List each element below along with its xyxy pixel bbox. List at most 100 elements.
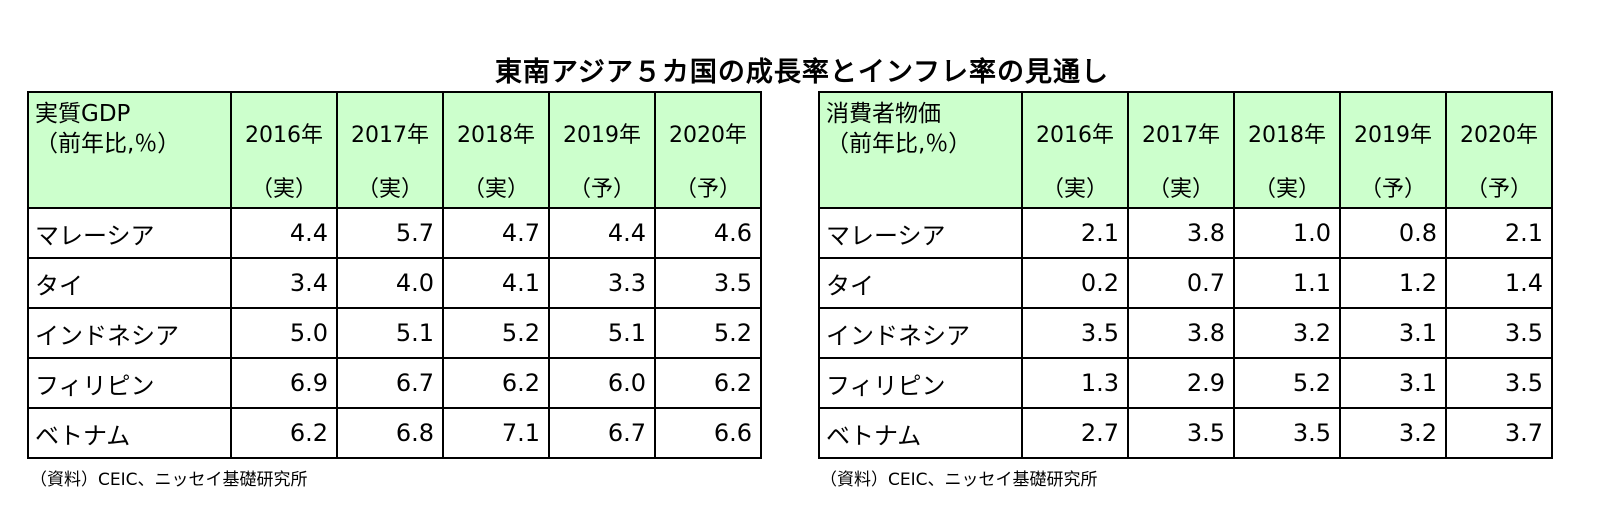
gdp-table-container: 実質GDP （前年比,％） 2016年 （実） 2017年 （実） 2018年 …	[27, 91, 762, 459]
status-label: （予）	[568, 177, 635, 202]
value-cell: 3.5	[654, 257, 762, 309]
value-cell: 4.0	[336, 257, 444, 309]
cpi-table: 消費者物価 （前年比,％） 2016年 （実） 2017年 （実） 2018年 …	[818, 91, 1553, 459]
value-cell: 6.6	[654, 407, 762, 459]
value-cell: 6.7	[548, 407, 656, 459]
year-label: 2017年	[1142, 123, 1220, 148]
gdp-year-header: 2016年 （実）	[230, 91, 338, 209]
value-cell: 5.2	[442, 307, 550, 359]
table-row: タイ 0.2 0.7 1.1 1.2 1.4	[818, 257, 1553, 309]
value-cell: 5.0	[230, 307, 338, 359]
cpi-header-label: 消費者物価 （前年比,％）	[818, 91, 1023, 209]
gdp-year-header: 2017年 （実）	[336, 91, 444, 209]
year-label: 2018年	[1248, 123, 1326, 148]
value-cell: 5.2	[1233, 357, 1341, 409]
value-cell: 1.1	[1233, 257, 1341, 309]
gdp-header-line1: 実質GDP	[35, 101, 131, 127]
status-label: （予）	[1465, 177, 1532, 202]
value-cell: 3.2	[1339, 407, 1447, 459]
table-row: ベトナム 6.2 6.8 7.1 6.7 6.6	[27, 407, 762, 459]
value-cell: 6.9	[230, 357, 338, 409]
value-cell: 3.4	[230, 257, 338, 309]
table-row: フィリピン 6.9 6.7 6.2 6.0 6.2	[27, 357, 762, 409]
country-cell: マレーシア	[27, 207, 232, 259]
table-row: インドネシア 5.0 5.1 5.2 5.1 5.2	[27, 307, 762, 359]
status-label: （予）	[674, 177, 741, 202]
status-label: （予）	[1359, 177, 1426, 202]
country-cell: インドネシア	[818, 307, 1023, 359]
value-cell: 3.5	[1445, 357, 1553, 409]
value-cell: 2.7	[1021, 407, 1129, 459]
year-label: 2017年	[351, 123, 429, 148]
country-cell: ベトナム	[27, 407, 232, 459]
country-cell: ベトナム	[818, 407, 1023, 459]
value-cell: 4.1	[442, 257, 550, 309]
cpi-year-header: 2017年 （実）	[1127, 91, 1235, 209]
gdp-source-note: （資料）CEIC、ニッセイ基礎研究所	[30, 470, 308, 490]
table-row: ベトナム 2.7 3.5 3.5 3.2 3.7	[818, 407, 1553, 459]
value-cell: 5.1	[336, 307, 444, 359]
value-cell: 5.7	[336, 207, 444, 259]
value-cell: 0.2	[1021, 257, 1129, 309]
value-cell: 6.7	[336, 357, 444, 409]
status-label: （実）	[356, 177, 423, 202]
value-cell: 3.8	[1127, 207, 1235, 259]
value-cell: 6.8	[336, 407, 444, 459]
value-cell: 2.1	[1445, 207, 1553, 259]
status-label: （実）	[1253, 177, 1320, 202]
cpi-year-header: 2018年 （実）	[1233, 91, 1341, 209]
value-cell: 0.7	[1127, 257, 1235, 309]
country-cell: タイ	[27, 257, 232, 309]
gdp-year-header: 2019年 （予）	[548, 91, 656, 209]
year-label: 2018年	[457, 123, 535, 148]
value-cell: 3.5	[1445, 307, 1553, 359]
country-cell: フィリピン	[818, 357, 1023, 409]
value-cell: 5.2	[654, 307, 762, 359]
cpi-source-note: （資料）CEIC、ニッセイ基礎研究所	[820, 470, 1098, 490]
cpi-table-container: 消費者物価 （前年比,％） 2016年 （実） 2017年 （実） 2018年 …	[818, 91, 1553, 459]
status-label: （実）	[250, 177, 317, 202]
table-row: マレーシア 2.1 3.8 1.0 0.8 2.1	[818, 207, 1553, 259]
value-cell: 3.1	[1339, 307, 1447, 359]
gdp-header-line2: （前年比,％）	[35, 131, 181, 157]
table-row: タイ 3.4 4.0 4.1 3.3 3.5	[27, 257, 762, 309]
value-cell: 2.9	[1127, 357, 1235, 409]
country-cell: マレーシア	[818, 207, 1023, 259]
value-cell: 3.8	[1127, 307, 1235, 359]
status-label: （実）	[1041, 177, 1108, 202]
value-cell: 4.4	[230, 207, 338, 259]
year-label: 2020年	[1460, 123, 1538, 148]
year-label: 2016年	[245, 123, 323, 148]
value-cell: 1.4	[1445, 257, 1553, 309]
cpi-header-line1: 消費者物価	[826, 101, 941, 127]
cpi-header-row: 消費者物価 （前年比,％） 2016年 （実） 2017年 （実） 2018年 …	[818, 91, 1553, 209]
table-row: フィリピン 1.3 2.9 5.2 3.1 3.5	[818, 357, 1553, 409]
value-cell: 7.1	[442, 407, 550, 459]
cpi-header-line2: （前年比,％）	[826, 131, 972, 157]
gdp-year-header: 2018年 （実）	[442, 91, 550, 209]
value-cell: 3.3	[548, 257, 656, 309]
table-row: インドネシア 3.5 3.8 3.2 3.1 3.5	[818, 307, 1553, 359]
value-cell: 1.0	[1233, 207, 1341, 259]
value-cell: 6.2	[654, 357, 762, 409]
table-row: マレーシア 4.4 5.7 4.7 4.4 4.6	[27, 207, 762, 259]
cpi-year-header: 2019年 （予）	[1339, 91, 1447, 209]
cpi-year-header: 2020年 （予）	[1445, 91, 1553, 209]
value-cell: 6.2	[442, 357, 550, 409]
year-label: 2020年	[669, 123, 747, 148]
page-title: 東南アジア５カ国の成長率とインフレ率の見通し	[494, 57, 1110, 88]
value-cell: 1.2	[1339, 257, 1447, 309]
gdp-header-row: 実質GDP （前年比,％） 2016年 （実） 2017年 （実） 2018年 …	[27, 91, 762, 209]
status-label: （実）	[462, 177, 529, 202]
cpi-year-header: 2016年 （実）	[1021, 91, 1129, 209]
gdp-year-header: 2020年 （予）	[654, 91, 762, 209]
value-cell: 3.2	[1233, 307, 1341, 359]
value-cell: 4.7	[442, 207, 550, 259]
value-cell: 5.1	[548, 307, 656, 359]
value-cell: 0.8	[1339, 207, 1447, 259]
gdp-table: 実質GDP （前年比,％） 2016年 （実） 2017年 （実） 2018年 …	[27, 91, 762, 459]
country-cell: フィリピン	[27, 357, 232, 409]
year-label: 2019年	[563, 123, 641, 148]
gdp-header-label: 実質GDP （前年比,％）	[27, 91, 232, 209]
value-cell: 3.7	[1445, 407, 1553, 459]
